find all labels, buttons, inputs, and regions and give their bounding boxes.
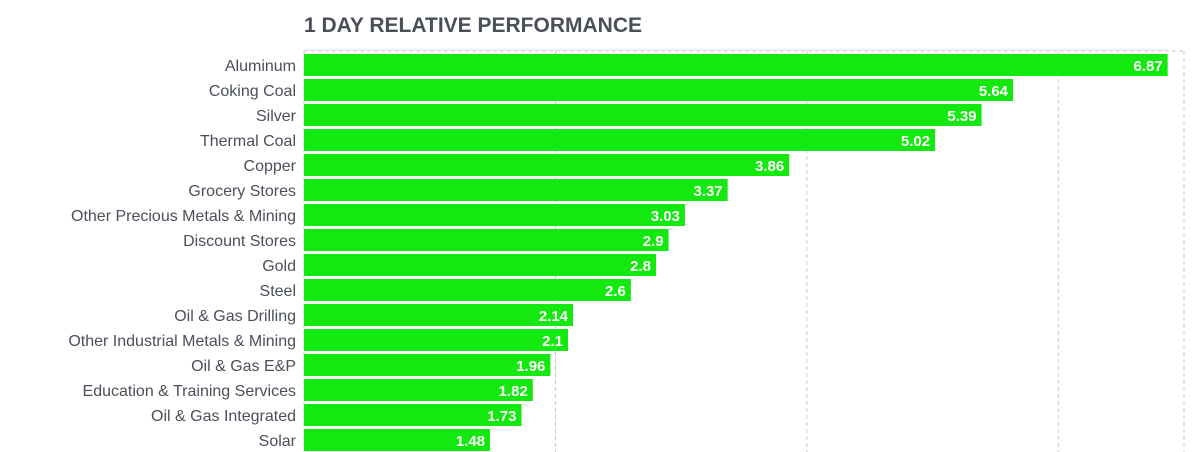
bar xyxy=(304,154,790,176)
category-label: Coking Coal xyxy=(209,83,296,100)
category-label: Solar xyxy=(259,433,297,450)
bar xyxy=(304,254,656,276)
category-label: Other Precious Metals & Mining xyxy=(71,208,296,225)
bar xyxy=(304,329,568,351)
category-label: Oil & Gas Integrated xyxy=(151,408,296,425)
bar xyxy=(304,79,1014,101)
category-label: Oil & Gas Drilling xyxy=(174,308,296,325)
bar xyxy=(304,379,533,401)
category-label: Copper xyxy=(244,158,297,175)
bar xyxy=(304,429,491,451)
data-label: 1.96 xyxy=(516,358,545,375)
data-label: 5.39 xyxy=(947,108,976,125)
data-label: 2.6 xyxy=(605,283,626,300)
data-label: 3.37 xyxy=(693,183,722,200)
chart-title: 1 DAY RELATIVE PERFORMANCE xyxy=(304,14,642,37)
category-label: Education & Training Services xyxy=(83,383,296,400)
data-label: 2.8 xyxy=(630,258,651,275)
bar xyxy=(304,304,574,326)
category-label: Oil & Gas E&P xyxy=(191,358,296,375)
data-label: 1.73 xyxy=(487,408,516,425)
bar xyxy=(304,354,551,376)
data-label: 2.14 xyxy=(539,308,569,325)
data-label: 5.02 xyxy=(901,133,930,150)
category-label: Thermal Coal xyxy=(200,133,296,150)
data-label: 2.1 xyxy=(542,333,563,350)
data-label: 2.9 xyxy=(643,233,664,250)
bar xyxy=(304,229,669,251)
bar xyxy=(304,129,936,151)
category-label: Other Industrial Metals & Mining xyxy=(68,333,296,350)
category-label: Silver xyxy=(256,108,297,125)
bar xyxy=(304,204,685,226)
category-label: Gold xyxy=(262,258,296,275)
bar xyxy=(304,279,631,301)
category-label: Discount Stores xyxy=(183,233,296,250)
bar xyxy=(304,104,982,126)
data-label: 6.87 xyxy=(1133,58,1162,75)
data-label: 1.82 xyxy=(499,383,528,400)
category-label: Grocery Stores xyxy=(188,183,296,200)
data-label: 1.48 xyxy=(456,433,485,450)
bars: Aluminum 6.87 Coking Coal 5.64 Silver 5.39 The… xyxy=(68,54,1168,451)
data-label: 3.86 xyxy=(755,158,784,175)
bar xyxy=(304,54,1168,76)
category-label: Aluminum xyxy=(225,58,296,75)
data-label: 3.03 xyxy=(651,208,680,225)
bar xyxy=(304,179,728,201)
bar xyxy=(304,404,522,426)
category-label: Steel xyxy=(260,283,296,300)
data-label: 5.64 xyxy=(979,83,1009,100)
